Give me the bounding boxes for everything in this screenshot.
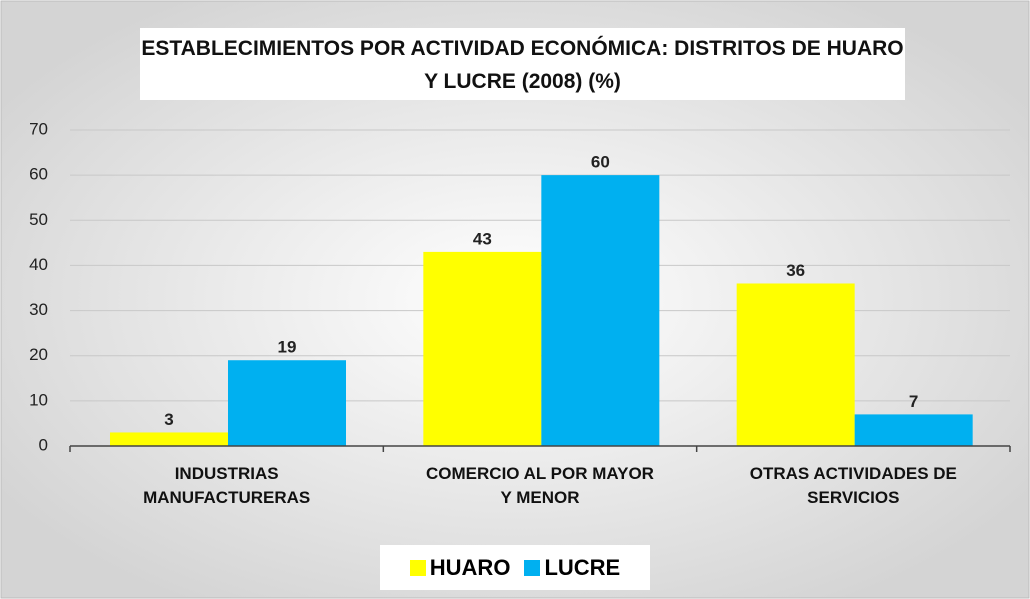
y-tick-label: 0 xyxy=(39,435,48,454)
legend-item: HUARO xyxy=(409,554,511,581)
legend-label: LUCRE xyxy=(544,555,621,581)
y-tick-label: 10 xyxy=(29,390,48,409)
bar xyxy=(854,414,973,446)
legend-swatch xyxy=(524,560,541,577)
y-tick-label: 20 xyxy=(29,345,48,364)
chart-title: ESTABLECIMIENTOS POR ACTIVIDAD ECONÓMICA… xyxy=(140,28,905,100)
bar xyxy=(736,283,855,446)
x-tick-label: COMERCIO AL POR MAYOR Y MENOR xyxy=(426,464,654,507)
legend-swatch xyxy=(409,560,426,577)
y-tick-label: 70 xyxy=(29,119,48,138)
legend-label: HUARO xyxy=(429,555,511,581)
data-label: 3 xyxy=(164,410,173,429)
data-label: 43 xyxy=(473,229,492,248)
x-tick-label: INDUSTRIAS MANUFACTURERAS xyxy=(143,464,311,507)
y-tick-label: 30 xyxy=(29,300,48,319)
y-tick-label: 50 xyxy=(29,210,48,229)
bar xyxy=(110,432,228,446)
bar xyxy=(541,175,660,446)
y-tick-label: 40 xyxy=(29,255,48,274)
data-label: 60 xyxy=(591,153,610,172)
bar xyxy=(423,251,542,446)
data-label: 7 xyxy=(909,392,918,411)
x-tick-label: OTRAS ACTIVIDADES DE SERVICIOS xyxy=(749,464,957,507)
y-tick-label: 60 xyxy=(29,165,48,184)
legend: HUARO LUCRE xyxy=(380,545,650,590)
legend-item: LUCRE xyxy=(524,554,620,581)
data-label: 19 xyxy=(278,338,297,357)
data-label: 36 xyxy=(786,261,805,280)
bar xyxy=(228,360,346,446)
